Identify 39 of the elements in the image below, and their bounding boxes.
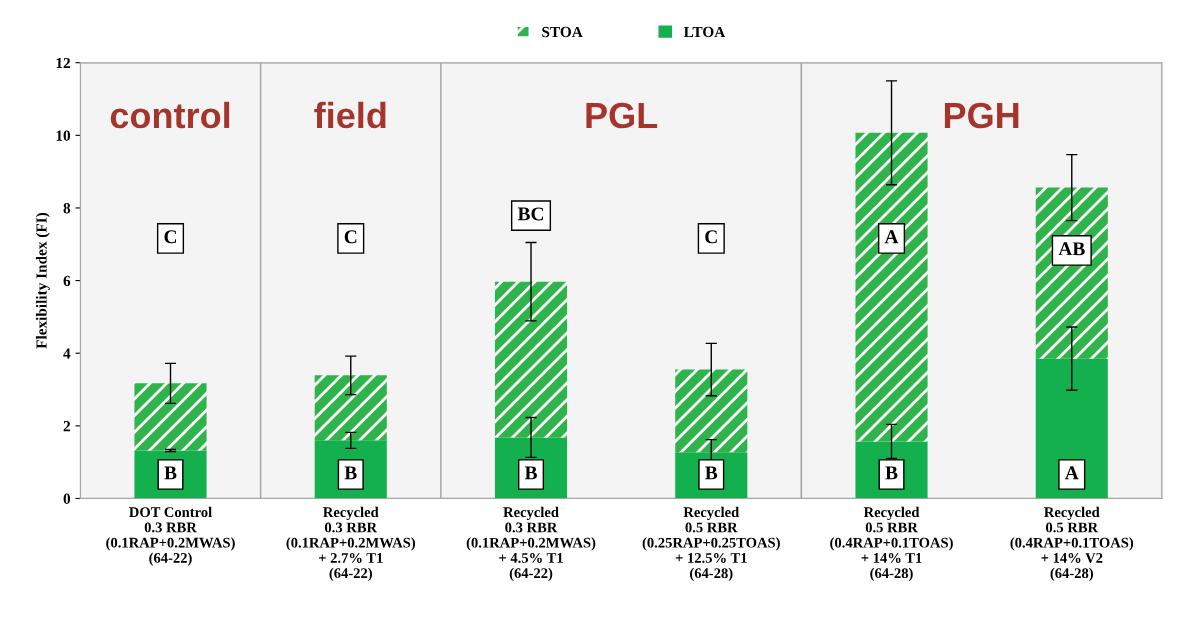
bar [134,383,207,451]
bar [1035,187,1108,359]
y-tick-label: 6 [63,275,71,287]
x-tick-label: Recycled 0.5 RBR (0.4RAP+0.1TOAS) + 14% T1 (64-28) [830,506,953,582]
legend-label: LTOA [683,26,726,38]
annotation: B [524,466,537,480]
band-label: PGH [944,102,1019,129]
band-label: field [314,101,386,129]
bar [314,375,387,441]
y-tick-label: 12 [56,57,70,68]
bar [494,281,568,438]
x-tick-label: Recycled 0.5 RBR (0.4RAP+0.1TOAS) + 14% V2 (64-28) [1010,506,1134,582]
x-tick-label: DOT Control 0.3 RBR (0.1RAP+0.2MWAS) (64-22) [106,506,235,566]
bar [855,132,928,442]
x-tick-label: Recycled 0.3 RBR (0.1RAP+0.2MWAS) + 2.7% T1 (64-22) [286,506,416,582]
band-label: control [110,101,230,129]
y-tick-label: 2 [63,421,70,432]
annotation: A [1064,466,1079,480]
annotation: B [344,466,357,480]
annotation: B [705,466,718,480]
x-tick-label: Recycled 0.5 RBR (0.25RAP+0.25TOAS) + 12.5% T1 (64-28) [642,506,780,582]
legend-label: STOA [542,26,583,38]
y-tick-label: 10 [56,130,71,141]
y-tick-label: 4 [63,348,71,359]
bar [675,369,748,453]
bar [1035,358,1108,499]
annotation: BC [517,207,544,221]
y-axis-title: Flexibility Index (FI) [35,212,50,349]
band-label: PGL [586,102,658,129]
annotation: B [885,466,898,480]
annotation: A [884,230,899,244]
y-tick-label: 0 [63,493,71,504]
x-tick-label: Recycled 0.3 RBR (0.1RAP+0.2MWAS) + 4.5% T1 (64-22) [466,506,596,582]
annotation: C [344,230,357,244]
annotation: C [705,230,717,244]
annotation: B [164,466,177,480]
y-tick-label: 8 [63,203,71,214]
annotation: AB [1058,242,1085,256]
annotation: C [164,230,177,244]
